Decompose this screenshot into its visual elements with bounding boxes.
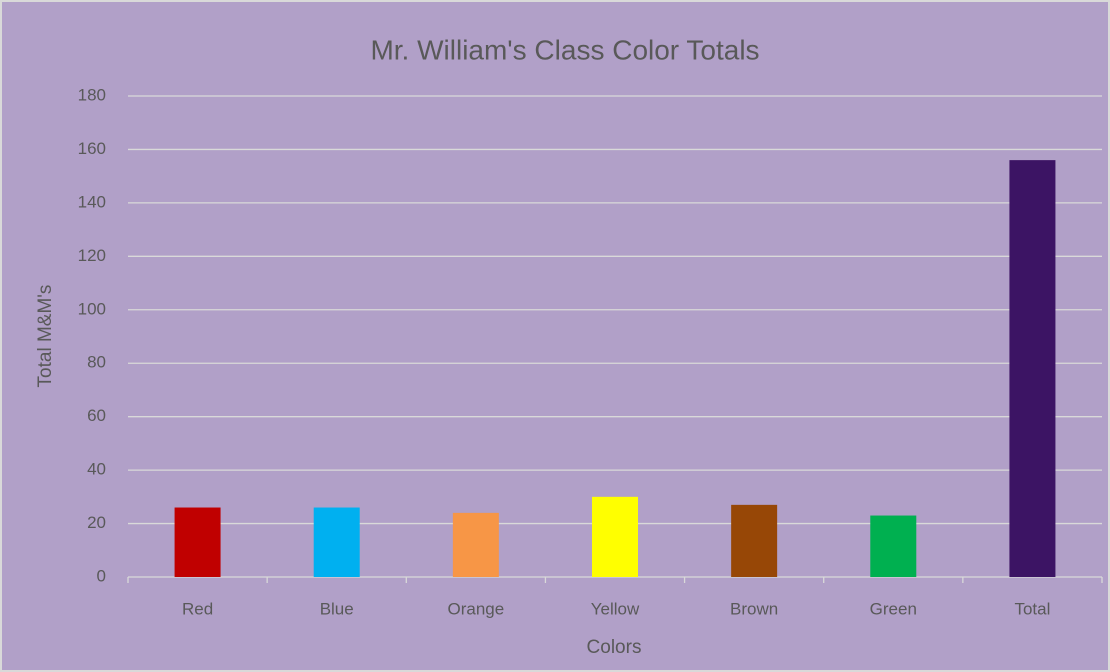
y-tick-label: 160	[78, 139, 106, 158]
y-tick-label: 20	[87, 513, 106, 532]
bar	[1009, 160, 1056, 577]
y-tick-label: 60	[87, 406, 106, 425]
bar	[174, 507, 221, 577]
y-tick-label: 0	[97, 566, 106, 585]
chart-title: Mr. William's Class Color Totals	[370, 34, 759, 65]
x-tick-label: Yellow	[591, 599, 640, 618]
y-axis-label: Total M&M's	[35, 285, 56, 388]
bar	[870, 515, 917, 577]
bar	[731, 504, 778, 577]
bar	[592, 496, 638, 577]
x-tick-label: Orange	[448, 599, 505, 618]
bar	[452, 512, 499, 577]
y-tick-label: 100	[78, 299, 106, 318]
bar	[313, 507, 360, 577]
x-tick-label: Brown	[730, 599, 778, 618]
x-tick-label: Total	[1014, 599, 1050, 618]
x-tick-label: Blue	[320, 599, 354, 618]
x-tick-label: Red	[182, 599, 213, 618]
x-tick-label: Green	[870, 599, 917, 618]
y-tick-label: 180	[78, 85, 106, 104]
y-tick-label: 120	[78, 246, 106, 265]
y-tick-label: 40	[87, 460, 106, 479]
y-tick-label: 80	[87, 353, 106, 372]
y-tick-label: 140	[78, 192, 106, 211]
x-axis-label: Colors	[587, 637, 642, 658]
